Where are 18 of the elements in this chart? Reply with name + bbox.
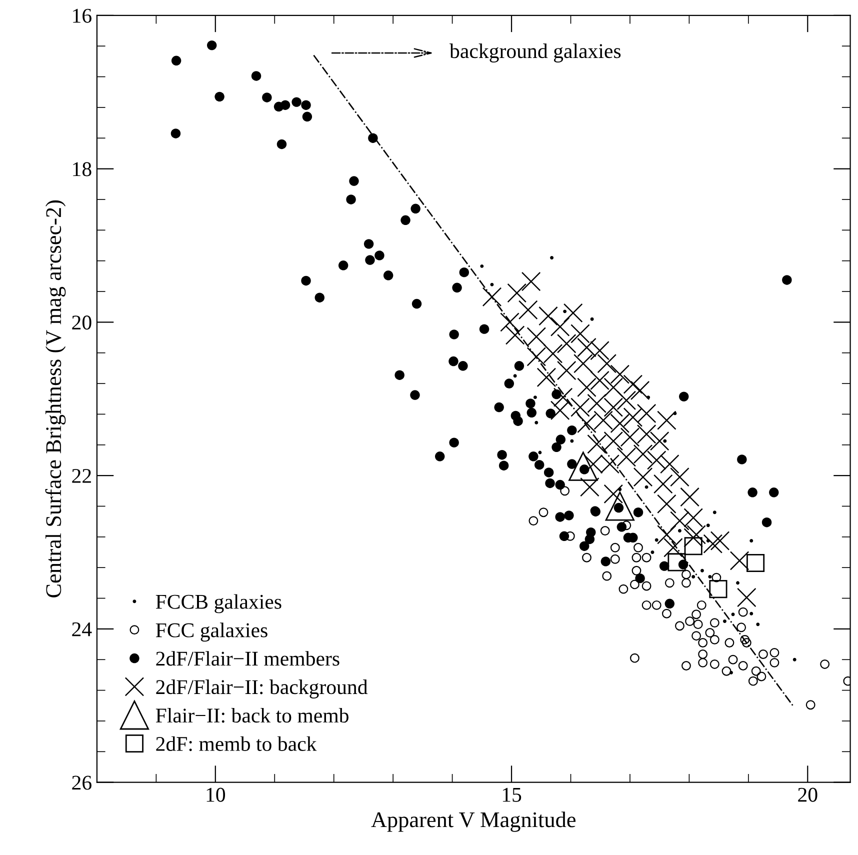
x-tick-label: 15 [502,788,522,802]
legend-label: Flair−II: back to memb [156,708,348,723]
legend-label: 2dF: memb to back [156,736,317,752]
y-tick-label: 24 [72,622,92,636]
y-tick-label: 16 [73,8,92,23]
legend-label: FCC galaxies [156,622,268,642]
x-tick-label: 10 [206,788,226,802]
legend-label: FCCB galaxies [156,594,282,614]
annotation: background galaxies [450,43,621,62]
y-axis-title: Central Surface Brightness (V mag arcsec-2) [45,200,66,598]
legend-label: 2dF/Flair−II members [156,651,340,666]
y-tick-label: 22 [72,468,91,483]
legend-label: 2dF/Flair−II: background [156,680,368,698]
y-tick-label: 18 [73,162,92,176]
y-tick-label: 20 [72,316,92,330]
x-tick-label: 20 [798,788,818,802]
y-tick-label: 26 [72,776,92,790]
x-axis-title: Apparent V Magnitude [371,812,576,832]
